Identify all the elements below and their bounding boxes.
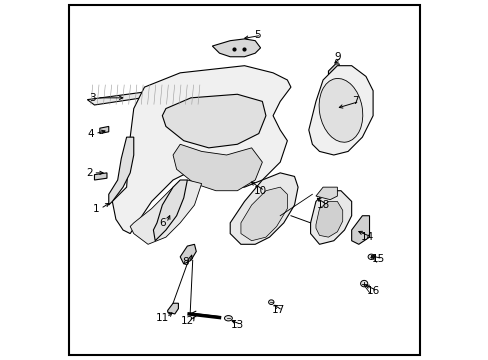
Text: 16: 16	[366, 286, 379, 296]
Polygon shape	[212, 39, 260, 57]
Polygon shape	[100, 126, 108, 134]
Polygon shape	[87, 84, 201, 105]
Polygon shape	[130, 180, 201, 244]
Polygon shape	[351, 216, 369, 244]
Polygon shape	[153, 180, 187, 241]
Text: 9: 9	[333, 52, 340, 62]
Polygon shape	[328, 64, 339, 76]
Polygon shape	[162, 94, 265, 148]
Ellipse shape	[319, 78, 362, 142]
Text: 5: 5	[253, 30, 260, 40]
Polygon shape	[241, 187, 287, 241]
Polygon shape	[310, 191, 351, 244]
Text: 10: 10	[253, 186, 266, 196]
Text: 17: 17	[271, 305, 285, 315]
Text: 15: 15	[371, 253, 384, 264]
Ellipse shape	[367, 254, 374, 260]
Polygon shape	[308, 66, 372, 155]
Polygon shape	[167, 303, 178, 314]
Text: 3: 3	[89, 93, 96, 103]
Polygon shape	[112, 66, 290, 234]
Ellipse shape	[268, 300, 273, 305]
Text: 11: 11	[155, 312, 169, 323]
Polygon shape	[315, 202, 342, 237]
Polygon shape	[108, 137, 134, 205]
Text: 2: 2	[85, 168, 92, 178]
Text: 4: 4	[87, 129, 94, 139]
Polygon shape	[173, 144, 262, 191]
Text: 6: 6	[159, 218, 165, 228]
Polygon shape	[94, 173, 107, 180]
Polygon shape	[180, 244, 196, 264]
Ellipse shape	[360, 280, 367, 287]
Text: 1: 1	[93, 203, 100, 213]
Text: 8: 8	[182, 257, 188, 267]
Text: 18: 18	[316, 200, 329, 210]
Text: 12: 12	[181, 316, 194, 326]
Polygon shape	[230, 173, 298, 244]
Text: 14: 14	[360, 232, 374, 242]
Polygon shape	[315, 187, 337, 200]
Text: 7: 7	[351, 96, 358, 107]
Ellipse shape	[224, 316, 232, 321]
Text: 13: 13	[230, 320, 244, 330]
